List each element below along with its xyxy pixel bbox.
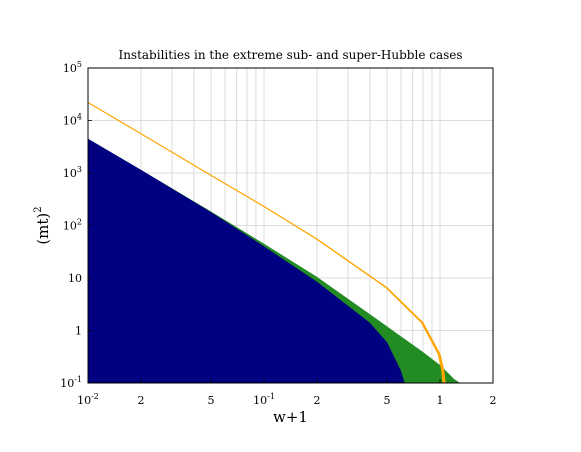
y-tick-label: 105 — [63, 60, 82, 75]
x-tick-label: 2 — [490, 394, 497, 407]
series-band-2 — [88, 138, 405, 383]
y-tick-label: 1 — [75, 325, 82, 338]
y-tick-label: 103 — [63, 165, 82, 180]
chart-title: Instabilities in the extreme sub- and su… — [118, 48, 462, 62]
series-curve-3 — [87, 102, 446, 384]
y-tick-label: 10 — [68, 272, 82, 285]
y-axis-label-exponent: 2 — [33, 206, 44, 212]
x-tick-label: 2 — [313, 394, 320, 407]
y-axis-label: (mt)2 — [33, 206, 52, 244]
x-axis-label: w+1 — [273, 408, 308, 426]
x-tick-label: 5 — [208, 394, 215, 407]
tick-layer: 10-2 2 5 10-1 2 5 1 2 10-1 1 10 102 103 104 105 — [60, 60, 496, 407]
y-tick-label: 10-1 — [60, 375, 82, 390]
y-tick-label: 102 — [63, 218, 82, 233]
x-tick-label: 10-1 — [253, 392, 275, 407]
x-tick-label: 2 — [137, 394, 144, 407]
x-tick-label: 10-2 — [77, 392, 99, 407]
series-layer — [87, 102, 461, 384]
grid — [88, 68, 493, 383]
x-tick-label: 1 — [437, 394, 444, 407]
y-tick-label: 104 — [63, 113, 82, 128]
y-axis-label-base: (mt) — [34, 213, 52, 245]
x-tick-label: 5 — [384, 394, 391, 407]
